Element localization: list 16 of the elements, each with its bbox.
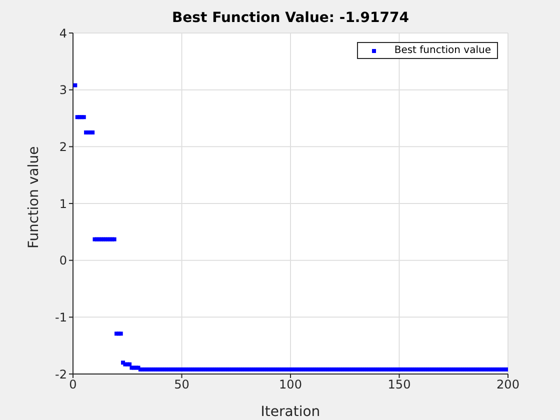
y-tick-label: 1 xyxy=(59,196,67,211)
chart-title: Best Function Value: -1.91774 xyxy=(171,10,410,26)
y-axis-title: Function value xyxy=(26,146,42,248)
x-axis-title: Iteration xyxy=(260,404,320,420)
x-tick-label: 50 xyxy=(174,378,190,392)
y-tick-label: 3 xyxy=(59,83,67,98)
x-tick-label: 100 xyxy=(279,378,302,392)
y-tick-label: 2 xyxy=(59,140,67,154)
x-tick-label: 200 xyxy=(496,378,520,392)
x-tick-label: 0 xyxy=(69,378,77,392)
x-tick-label: 150 xyxy=(388,378,411,392)
y-tick-label: -2 xyxy=(55,367,67,382)
y-tick-label: -1 xyxy=(55,310,67,324)
y-tick-label: 0 xyxy=(59,254,67,268)
legend-label: Best function value xyxy=(394,45,491,56)
y-tick-label: 4 xyxy=(59,26,67,40)
